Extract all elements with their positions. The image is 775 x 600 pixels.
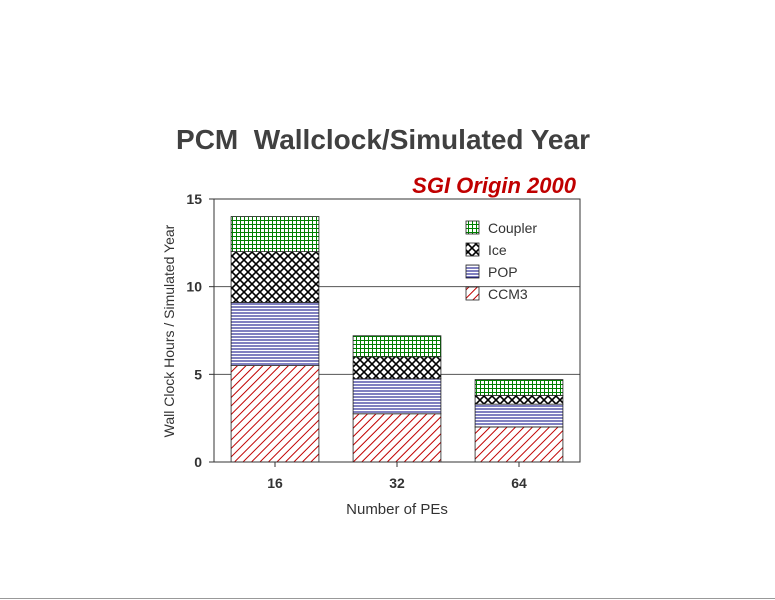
- bar-ice-64: [474, 394, 564, 405]
- x-tick-label: 64: [511, 475, 527, 491]
- y-axis-ticks: 0 5 10 15: [186, 191, 214, 470]
- bottom-divider: [0, 598, 775, 599]
- bar-ccm3-16: [230, 365, 320, 463]
- y-tick-label: 15: [186, 191, 202, 207]
- legend-swatch-pop: [465, 264, 480, 279]
- legend-label-pop: POP: [488, 264, 518, 280]
- bar-ccm3-64: [474, 426, 564, 463]
- bar-coupler-16: [230, 216, 320, 253]
- legend: Coupler Ice POP CCM3: [465, 220, 537, 302]
- legend-label-ice: Ice: [488, 242, 507, 258]
- y-tick-label: 5: [194, 366, 202, 382]
- y-tick-label: 10: [186, 279, 202, 295]
- x-axis-ticks: 16 32 64: [267, 462, 527, 491]
- bar-coupler-32: [352, 335, 442, 358]
- bar-pop-64: [474, 403, 564, 428]
- legend-swatch-ice: [465, 242, 480, 257]
- bar-coupler-64: [474, 379, 564, 396]
- bar-ice-32: [352, 356, 442, 380]
- x-tick-label: 32: [389, 475, 405, 491]
- chart-subtitle: SGI Origin 2000: [412, 173, 577, 198]
- x-axis-label: Number of PEs: [346, 501, 448, 518]
- bar-ccm3-32: [352, 413, 442, 463]
- bars: [230, 216, 564, 463]
- y-axis-label: Wall Clock Hours / Simulated Year: [161, 224, 177, 437]
- bar-pop-16: [230, 302, 320, 366]
- x-tick-label: 16: [267, 475, 283, 491]
- legend-label-ccm3: CCM3: [488, 286, 528, 302]
- legend-swatch-coupler: [465, 220, 480, 235]
- bar-ice-16: [230, 251, 320, 303]
- y-tick-label: 0: [194, 454, 202, 470]
- bar-pop-32: [352, 378, 442, 415]
- chart-title: PCM Wallclock/Simulated Year: [176, 124, 590, 155]
- legend-swatch-ccm3: [465, 286, 480, 301]
- legend-label-coupler: Coupler: [488, 220, 537, 236]
